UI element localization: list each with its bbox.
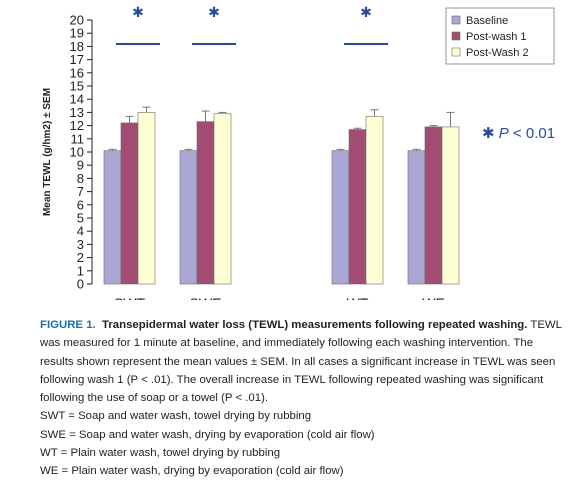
y-tick-label: 9 xyxy=(77,158,84,173)
caption-body: TEWL was measured for 1 minute at baseli… xyxy=(40,319,562,405)
y-tick-label: 7 xyxy=(77,184,84,199)
category-label-swe: SWE xyxy=(190,295,222,300)
definition-swe: SWE = Soap and water wash, drying by eva… xyxy=(40,428,375,441)
bar-we-s2 xyxy=(441,126,460,285)
y-tick-label: 12 xyxy=(70,118,84,133)
y-tick-label: 2 xyxy=(77,250,84,265)
y-tick-label: 14 xyxy=(70,92,84,107)
y-tick-label: 3 xyxy=(77,237,84,252)
significance-note-threshold: < 0.01 xyxy=(508,125,556,142)
bar-we-s1 xyxy=(424,126,443,285)
figure-label: FIGURE 1. xyxy=(40,319,96,331)
y-tick-label: 13 xyxy=(70,105,84,120)
legend-label: Post-Wash 2 xyxy=(466,47,529,59)
significance-note-p: P xyxy=(498,125,509,142)
bar-wt-s0 xyxy=(331,150,350,285)
definition-we: WE = Plain water wash, drying by evapora… xyxy=(40,465,344,478)
bar-swe-s1 xyxy=(196,121,215,285)
definition-swt: SWT = Soap and water wash, towel drying … xyxy=(40,410,312,423)
y-tick-label: 8 xyxy=(77,171,84,186)
bar-swt-s1 xyxy=(120,122,139,285)
y-tick-label: 19 xyxy=(70,26,84,41)
category-label-we: WE xyxy=(422,295,445,300)
y-axis-title: Mean TEWL (g/hm2) ± SEM xyxy=(42,88,53,216)
y-tick-label: 20 xyxy=(70,13,84,28)
legend-swatch xyxy=(451,15,461,25)
y-tick-label: 18 xyxy=(70,39,84,54)
caption-paragraph: FIGURE 1. Transepidermal water loss (TEW… xyxy=(40,316,565,407)
figure-caption: FIGURE 1. Transepidermal water loss (TEW… xyxy=(40,316,565,481)
y-tick-label: 0 xyxy=(77,277,84,292)
y-tick-label: 6 xyxy=(77,197,84,212)
category-label-swt: SWT xyxy=(114,295,146,300)
y-tick-label: 17 xyxy=(70,52,84,67)
figure-title: Transepidermal water loss (TEWL) measure… xyxy=(102,319,528,331)
bar-swt-s0 xyxy=(103,150,122,285)
bar-swe-s0 xyxy=(179,150,198,285)
significance-star-icon: ✱ xyxy=(208,5,220,21)
significance-star-icon: ✱ xyxy=(132,5,144,21)
bar-swe-s2 xyxy=(213,113,232,285)
y-tick-label: 4 xyxy=(77,224,84,239)
y-tick-label: 10 xyxy=(70,145,84,160)
legend-box xyxy=(445,7,555,65)
significance-note: ✱ P < 0.01 xyxy=(482,124,555,142)
category-label-wt: WT xyxy=(347,295,369,300)
legend-swatch xyxy=(451,47,461,57)
significance-star-icon: ✱ xyxy=(360,5,372,21)
definition-wt: WT = Plain water wash, towel drying by r… xyxy=(40,447,281,460)
legend-swatch xyxy=(451,31,461,41)
y-tick-label: 15 xyxy=(70,79,84,94)
y-tick-label: 11 xyxy=(71,131,85,146)
legend-label: Post-wash 1 xyxy=(466,31,527,43)
y-tick-label: 5 xyxy=(77,211,84,226)
bar-we-s0 xyxy=(407,150,426,285)
y-tick-label: 1 xyxy=(77,263,84,278)
legend-label: Baseline xyxy=(466,15,508,27)
y-tick-label: 16 xyxy=(70,65,84,80)
bar-swt-s2 xyxy=(137,112,156,285)
significance-star-icon: ✱ xyxy=(482,124,495,142)
bar-wt-s2 xyxy=(365,116,384,285)
bar-wt-s1 xyxy=(348,129,367,285)
